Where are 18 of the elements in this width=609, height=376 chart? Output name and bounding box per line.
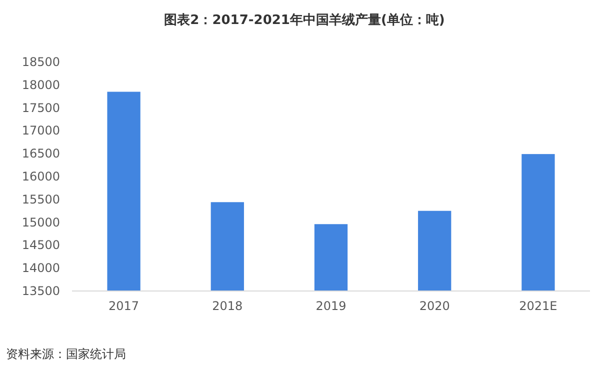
x-tick-label: 2019 <box>316 299 346 313</box>
x-tick-label: 2021E <box>519 299 558 313</box>
y-tick-label: 15000 <box>22 215 60 230</box>
text: 资料来源：国家统计局 <box>6 347 126 361</box>
x-tick-label: 2020 <box>419 299 450 313</box>
y-tick-label: 17500 <box>22 100 60 115</box>
y-tick-label: 13500 <box>22 284 60 298</box>
y-tick-label: 16000 <box>22 170 60 184</box>
y-tick-label: 14500 <box>22 238 60 252</box>
chart-title: 图表2：2017-2021年中国羊绒产量(单位：吨) <box>164 12 445 28</box>
x-tick-label: 2018 <box>212 299 243 313</box>
y-tick-label: 18500 <box>22 55 60 69</box>
x-tick-label: 2017 <box>108 299 140 313</box>
y-tick-label: 15500 <box>22 192 60 206</box>
y-tick-label: 18000 <box>22 78 60 92</box>
y-tick-label: 16500 <box>22 146 60 161</box>
y-tick-label: 14000 <box>22 261 60 276</box>
y-tick-label: 17000 <box>22 124 60 138</box>
